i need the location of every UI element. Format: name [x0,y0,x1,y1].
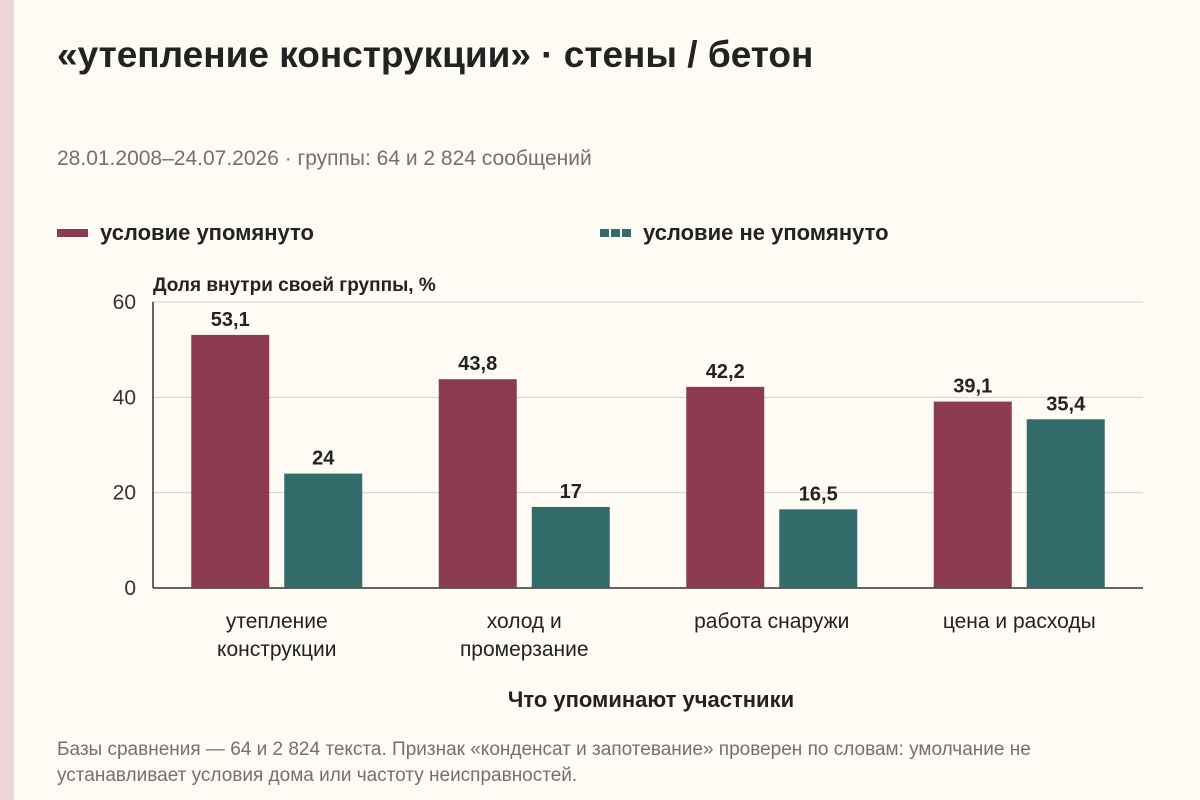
data-label: 53,1 [211,309,250,331]
y-tick-label: 60 [113,291,136,314]
data-label: 35,4 [1046,393,1086,415]
x-tick-label: работа снаружи [694,610,849,633]
edge-strip [0,0,14,800]
y-tick-label: 20 [113,482,136,505]
legend-swatch-not-mentioned [600,229,631,237]
data-label: 24 [312,448,335,470]
footnote: Базы сравнения — 64 и 2 824 текста. Приз… [57,739,1031,786]
x-tick-label: промерзание [460,638,589,661]
data-label: 17 [560,481,582,503]
bar-not-mentioned [284,473,363,588]
data-label: 43,8 [458,353,497,375]
x-axis-label: Что упоминают участники [508,687,794,712]
x-tick-label: холод и [487,610,562,633]
bar-not-mentioned [779,509,858,588]
y-axis-label: Доля внутри своей группы, % [153,275,436,296]
y-tick-label: 0 [124,577,136,600]
bar-mentioned [686,386,765,588]
legend-swatch-mentioned [57,229,88,237]
legend-item-not-mentioned: условие не упомянуто [600,220,889,246]
x-tick-label: цена и расходы [943,610,1096,633]
legend-item-mentioned: условие упомянуто [57,220,314,246]
legend-label-mentioned: условие упомянуто [100,220,314,245]
bar-mentioned [191,334,270,588]
chart-subtitle: 28.01.2008–24.07.2026 · группы: 64 и 2 8… [57,147,592,170]
data-label: 42,2 [706,361,745,383]
y-tick-label: 40 [113,386,136,409]
bar-not-mentioned [1026,419,1105,588]
page-title: «утепление конструкции» · стены / бетон [57,34,814,75]
bar-mentioned [438,379,517,588]
x-tick-label: утепление [226,610,328,633]
bar-mentioned [933,401,1012,588]
legend-label-not-mentioned: условие не упомянуто [643,220,889,245]
data-label: 39,1 [953,376,992,398]
x-tick-label: конструкции [217,638,336,661]
bar-not-mentioned [531,506,610,588]
data-label: 16,5 [799,483,838,505]
